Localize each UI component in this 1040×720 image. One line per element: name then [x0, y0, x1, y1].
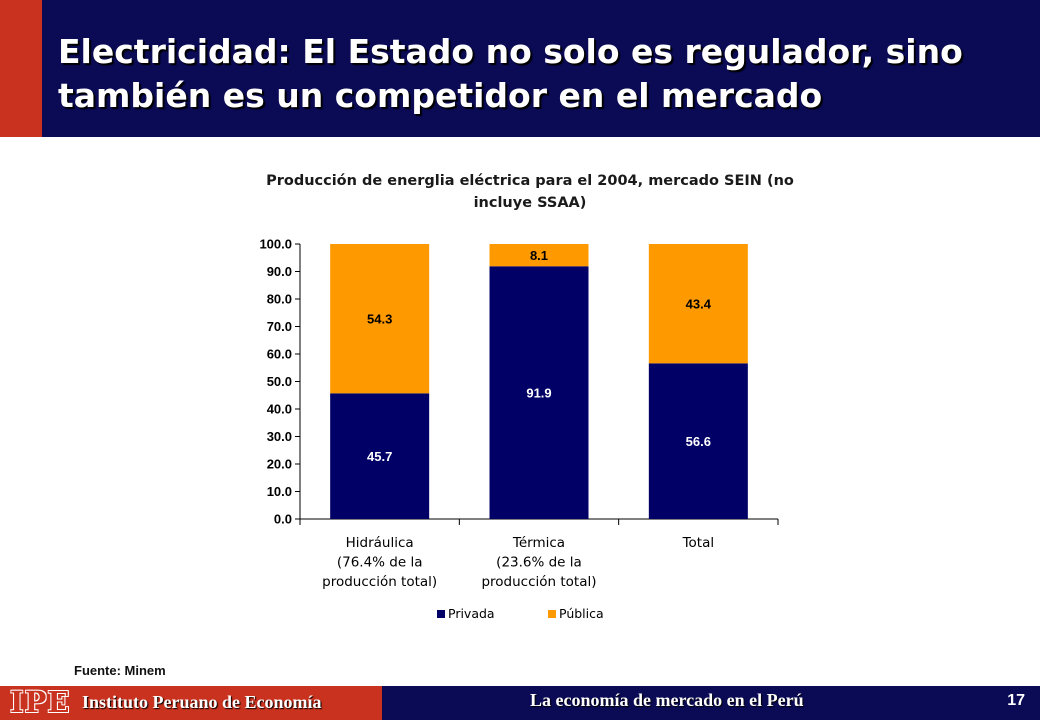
- footer-tagline: La economía de mercado en el Perú: [530, 690, 804, 710]
- title-accent-stripe: [0, 0, 42, 137]
- bar-data-label: 43.4: [686, 297, 712, 312]
- x-category-label: Térmica: [512, 535, 565, 551]
- x-category-label: Hidráulica: [346, 535, 414, 551]
- x-category-label: (23.6% de la: [496, 555, 582, 571]
- x-category-label: producción total): [481, 574, 596, 590]
- source-note: Fuente: Minem: [74, 663, 166, 678]
- bar-data-label: 54.3: [367, 312, 392, 327]
- x-category-label: Total: [682, 535, 715, 551]
- y-tick-label: 30.0: [267, 429, 292, 444]
- bar-data-label: 91.9: [526, 386, 551, 401]
- x-category-label: producción total): [322, 574, 437, 590]
- footer-brand-band: [0, 686, 382, 720]
- bar-segment-pblica: [330, 244, 430, 394]
- y-tick-label: 40.0: [267, 402, 292, 417]
- y-tick-label: 90.0: [267, 264, 292, 279]
- legend-label: Privada: [448, 606, 495, 621]
- y-tick-label: 100.0: [259, 237, 292, 252]
- y-tick-label: 70.0: [267, 319, 292, 334]
- bar-segment-privada: [489, 266, 589, 519]
- bar-segment-privada: [648, 363, 748, 519]
- x-category-label: (76.4% de la: [337, 555, 423, 571]
- y-tick-label: 10.0: [267, 484, 292, 499]
- title-bar: [0, 0, 1040, 137]
- stacked-bar-chart: 0.0 10.0 20.0 30.0 40.0 50.0 60.0 70.0 80.0 90.0 1…: [259, 237, 779, 621]
- legend-swatch: [548, 610, 556, 618]
- bar-segment-pblica: [648, 244, 748, 364]
- slide-title: Electricidad: El Estado no solo es regul…: [58, 32, 963, 115]
- y-tick-label: 80.0: [267, 292, 292, 307]
- institute-name: Instituto Peruano de Economía: [82, 692, 322, 712]
- y-tick-label: 20.0: [267, 457, 292, 472]
- bar-data-label: 8.1: [530, 248, 548, 263]
- ipe-logo: IPE: [10, 685, 71, 719]
- legend-swatch: [437, 610, 445, 618]
- chart-title: Producción de energlia eléctrica para el…: [266, 173, 794, 211]
- legend-label: Pública: [559, 606, 604, 621]
- page-number: 17: [1007, 692, 1025, 709]
- bar-segment-privada: [330, 393, 430, 519]
- bar-data-label: 56.6: [686, 434, 711, 449]
- y-tick-label: 50.0: [267, 374, 292, 389]
- y-tick-label: 60.0: [267, 347, 292, 362]
- y-tick-label: 0.0: [274, 512, 292, 527]
- bar-segment-pblica: [489, 244, 589, 267]
- bar-data-label: 45.7: [367, 449, 392, 464]
